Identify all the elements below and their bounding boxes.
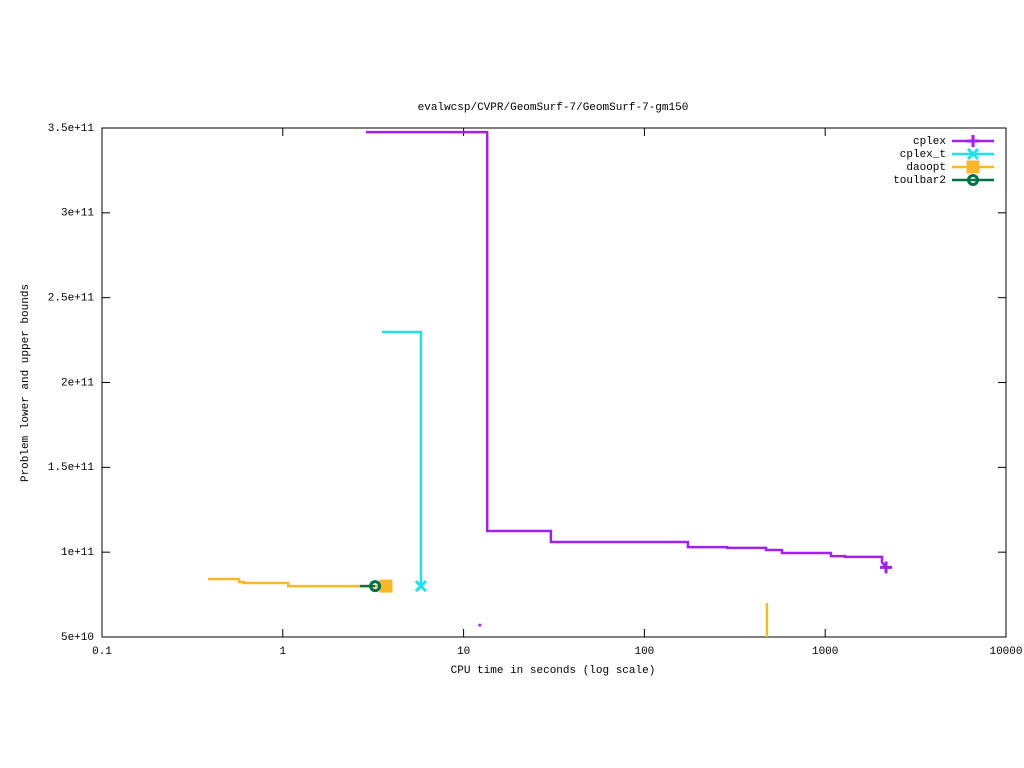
chart-title: evalwcsp/CVPR/GeomSurf-7/GeomSurf-7-gm15…: [418, 102, 689, 114]
y-tick-label: 1.5e+11: [48, 462, 95, 474]
y-tick-label: 2e+11: [61, 377, 94, 389]
marker: [379, 579, 393, 593]
legend-label: cplex: [913, 136, 946, 148]
x-tick-label: 100: [634, 646, 654, 658]
series-line: [208, 577, 386, 588]
marker: [967, 135, 979, 147]
y-tick-label: 3.5e+11: [48, 123, 95, 135]
y-tick-label: 1e+11: [61, 547, 94, 559]
marker: [880, 561, 893, 574]
series-line: [365, 130, 888, 569]
marker: [414, 580, 428, 593]
y-axis-label: Problem lower and upper bounds: [20, 284, 32, 482]
marker: [966, 147, 980, 161]
x-axis-label: CPU time in seconds (log scale): [451, 665, 656, 677]
plot-border: [101, 127, 1007, 638]
x-tick-label: 10: [457, 646, 470, 658]
series-line: [382, 330, 423, 587]
x-tick-label: 0.1: [92, 646, 112, 658]
y-tick-label: 2.5e+11: [48, 293, 95, 305]
legend-label: cplex_t: [900, 149, 946, 161]
x-tick-label: 10000: [989, 646, 1022, 658]
legend-label: toulbar2: [893, 175, 946, 187]
x-tick-label: 1: [279, 646, 286, 658]
y-tick-label: 5e+10: [61, 632, 94, 644]
data-point: [478, 623, 482, 627]
y-tick-label: 3e+11: [61, 208, 94, 220]
marker: [369, 580, 382, 593]
marker: [966, 160, 980, 174]
legend-label: daoopt: [906, 162, 946, 174]
x-tick-label: 1000: [812, 646, 838, 658]
marker: [967, 174, 979, 186]
